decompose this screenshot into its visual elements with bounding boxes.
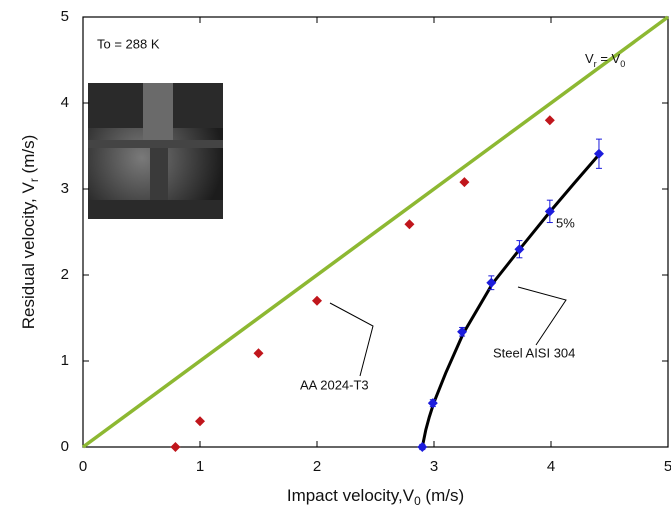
data-point — [404, 219, 415, 230]
series-label: Steel AISI 304 — [493, 345, 575, 360]
x-tick-label: 4 — [547, 458, 555, 475]
y-tick-label: 3 — [61, 180, 69, 197]
reference-line — [81, 15, 670, 449]
plot-frame — [82, 16, 669, 448]
x-tick-label: 0 — [79, 458, 87, 475]
y-axis-label: Residual velocity, Vr (m/s) — [19, 135, 41, 330]
y-tick-label: 2 — [61, 266, 69, 283]
x-axis-label-part: (m/s) — [421, 486, 464, 505]
y-tick-label: 0 — [61, 438, 69, 455]
series-label: AA 2024-T3 — [300, 377, 369, 392]
fit-curve — [420, 153, 601, 448]
y-axis-label-part: r — [27, 178, 41, 182]
data-point — [312, 295, 322, 306]
data-point — [427, 398, 438, 409]
data-point — [170, 442, 181, 452]
reference-line-label-part: V — [585, 51, 594, 66]
data-point — [459, 177, 470, 188]
error-label: 5% — [556, 215, 575, 230]
y-axis-label-part: (m/s) — [19, 135, 38, 178]
data-point — [514, 244, 525, 255]
x-axis-label-part: 0 — [414, 494, 421, 508]
data-point — [593, 148, 604, 159]
data-point — [457, 326, 468, 337]
temperature-label: To = 288 K — [97, 36, 160, 51]
x-axis-label: Impact velocity,V0 (m/s) — [287, 486, 464, 508]
reference-line-label: Vr = V0 — [585, 51, 625, 69]
y-tick-label: 5 — [61, 8, 69, 25]
y-tick-label: 4 — [61, 94, 69, 111]
data-point — [544, 206, 555, 217]
reference-line-label-part: 0 — [620, 59, 625, 69]
y-axis-label-part: Residual velocity, V — [19, 182, 38, 330]
data-point — [253, 348, 264, 359]
x-tick-label: 2 — [313, 458, 321, 475]
data-point — [544, 115, 555, 126]
leader-line — [517, 286, 567, 346]
x-tick-label: 1 — [196, 458, 204, 475]
data-point — [486, 277, 497, 288]
y-tick-label: 1 — [61, 352, 69, 369]
data-point — [417, 442, 428, 452]
x-tick-label: 3 — [430, 458, 438, 475]
x-axis-label-part: Impact velocity,V — [287, 486, 415, 505]
x-tick-label: 5 — [664, 458, 671, 475]
leader-line — [329, 302, 374, 377]
reference-line-label-part: = V — [597, 51, 621, 66]
inset-photo — [88, 83, 223, 219]
reference-line-label-part: r — [594, 59, 597, 69]
leader-lines — [329, 286, 567, 377]
data-point — [195, 416, 205, 427]
